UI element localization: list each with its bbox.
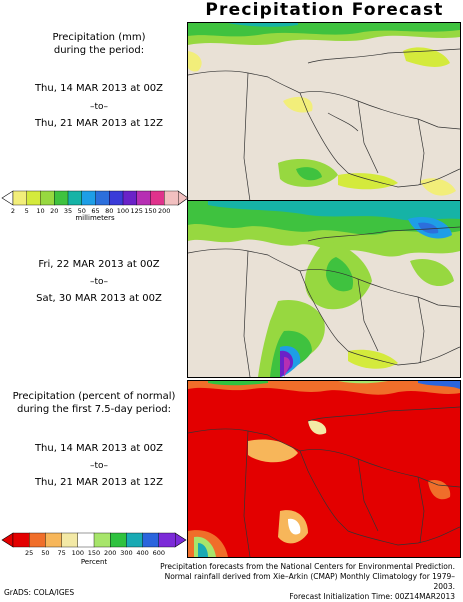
colorbar-percent-tick-label: 25 xyxy=(25,549,33,557)
colorbar-mm-tick-label: 200 xyxy=(158,207,170,215)
colorbar-percent-unit: Percent xyxy=(81,558,108,566)
colorbar-mm-tick-label: 10 xyxy=(36,207,44,215)
colorbar-percent: 25 50 75 100 150 200 300 400 600 Percent xyxy=(1,532,187,566)
colorbar-mm-tick-label: 125 xyxy=(131,207,143,215)
colorbar-mm-tick-label: 20 xyxy=(50,207,58,215)
panel3-to: –to– xyxy=(89,461,109,471)
colorbar-mm-tick-label: 5 xyxy=(25,207,29,215)
colorbar-percent-swatch xyxy=(142,532,160,548)
colorbar-mm-swatch xyxy=(164,190,179,206)
colorbar-percent-tick-label: 400 xyxy=(136,549,148,557)
colorbar-mm: 2 5 10 20 35 50 65 80 100 125 150 200 millimeters xyxy=(1,190,189,222)
colorbar-percent-swatch xyxy=(158,532,176,548)
panel1-label-line1: Precipitation (mm) xyxy=(52,32,146,43)
panel3-label-line1: Precipitation (percent of normal) xyxy=(12,391,176,402)
colorbar-mm-tick-label: 35 xyxy=(64,207,72,215)
colorbar-mm-tick-label: 2 xyxy=(11,207,15,215)
colorbar-mm-tick-label: 100 xyxy=(117,207,129,215)
colorbar-mm-unit: millimeters xyxy=(75,214,115,222)
colorbar-percent-tick-label: 600 xyxy=(153,549,165,557)
credits-line2: Normal rainfall derived from Xie–Arkin (… xyxy=(164,572,455,591)
panel3-label-line2: during the first 7.5-day period: xyxy=(16,404,172,415)
colorbar-mm-tick-label: 65 xyxy=(91,207,99,215)
precip-map-week1 xyxy=(187,22,461,202)
colorbar-percent-swatches xyxy=(12,532,176,548)
colorbar-percent-tick-label: 200 xyxy=(104,549,116,557)
colorbar-mm-swatch xyxy=(12,190,28,206)
colorbar-percent-swatch xyxy=(45,532,63,548)
panel2-start: Fri, 22 MAR 2013 at 00Z xyxy=(38,259,160,270)
colorbar-mm-swatch xyxy=(95,190,110,206)
panel1-start: Thu, 14 MAR 2013 at 00Z xyxy=(34,83,164,94)
colorbar-percent-tick-label: 150 xyxy=(88,549,100,557)
credits-line1: Precipitation forecasts from the Nationa… xyxy=(160,562,455,571)
panel3-label: Precipitation (percent of normal) during… xyxy=(4,390,184,416)
panel3-end: Thu, 21 MAR 2013 at 12Z xyxy=(34,477,164,488)
colorbar-mm-swatch xyxy=(67,190,83,206)
colorbar-percent-swatch xyxy=(61,532,79,548)
colorbar-percent-swatch xyxy=(109,532,127,548)
precip-percent-normal-map xyxy=(187,380,461,558)
colorbar-mm-swatches xyxy=(12,190,179,206)
precip-map-week2 xyxy=(187,200,461,378)
panel1-label: Precipitation (mm) during the period: xyxy=(18,31,180,57)
panel1-end: Thu, 21 MAR 2013 at 12Z xyxy=(34,118,164,129)
colorbar-mm-tick-label: 80 xyxy=(105,207,113,215)
colorbar-mm-swatch xyxy=(109,190,124,206)
colorbar-percent-tick-label: 100 xyxy=(72,549,84,557)
credits: Precipitation forecasts from the Nationa… xyxy=(150,562,455,602)
colorbar-percent-swatch xyxy=(77,532,95,548)
panel3-start: Thu, 14 MAR 2013 at 00Z xyxy=(34,443,164,454)
colorbar-percent-swatch xyxy=(126,532,144,548)
colorbar-mm-swatch xyxy=(122,190,138,206)
colorbar-mm-swatch xyxy=(136,190,151,206)
footer-grads: GrADS: COLA/IGES xyxy=(4,588,75,597)
colorbar-percent-tick-label: 50 xyxy=(41,549,49,557)
colorbar-percent-tick-label: 75 xyxy=(57,549,65,557)
colorbar-percent-swatch xyxy=(93,532,111,548)
panel1-label-line2: during the period: xyxy=(53,45,145,56)
colorbar-mm-swatch xyxy=(81,190,96,206)
colorbar-percent-swatch xyxy=(29,532,46,548)
panel2-to: –to– xyxy=(89,277,109,287)
colorbar-mm-tick-label: 150 xyxy=(144,207,156,215)
colorbar-mm-swatch xyxy=(150,190,165,206)
credits-line3: Forecast Initialization Time: 00Z14MAR20… xyxy=(289,592,455,601)
colorbar-mm-swatch xyxy=(40,190,55,206)
colorbar-mm-tick-label: 50 xyxy=(78,207,86,215)
panel2-end: Sat, 30 MAR 2013 at 00Z xyxy=(36,293,162,304)
colorbar-mm-swatch xyxy=(26,190,41,206)
colorbar-percent-tick-label: 300 xyxy=(120,549,132,557)
colorbar-mm-swatch xyxy=(54,190,69,206)
panel1-to: –to– xyxy=(89,102,109,112)
page-title: Precipitation Forecast xyxy=(205,0,444,20)
colorbar-percent-swatch xyxy=(12,532,30,548)
